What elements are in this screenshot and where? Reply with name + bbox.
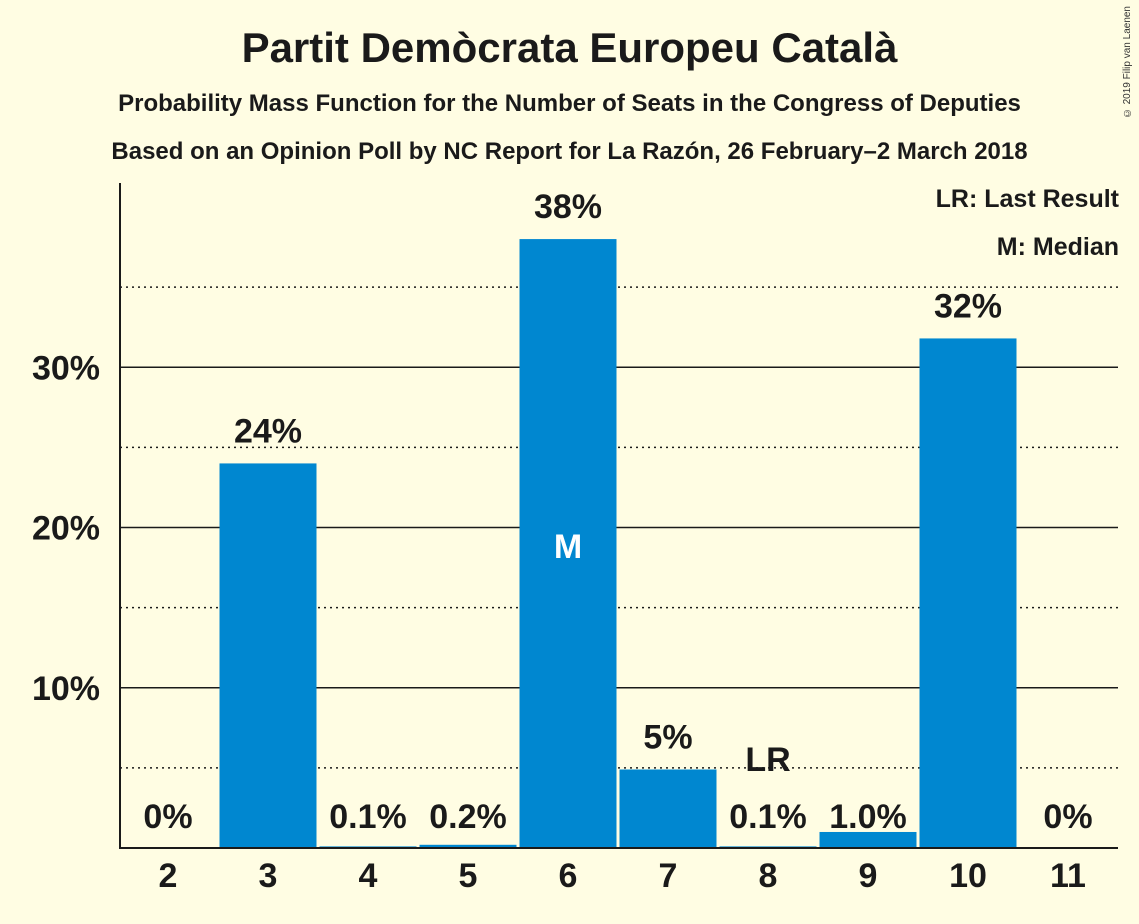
bar-10 <box>919 338 1017 848</box>
median-marker: M <box>554 528 582 566</box>
legend-last-result: LR: Last Result <box>935 185 1119 213</box>
data-label-10: 32% <box>934 287 1002 325</box>
y-tick-label: 10% <box>32 670 100 708</box>
x-tick-label: 9 <box>859 857 878 895</box>
y-tick-label: 20% <box>32 510 100 548</box>
data-label-4: 0.1% <box>329 798 407 836</box>
x-tick-label: 7 <box>659 857 678 895</box>
x-tick-label: 4 <box>359 857 378 895</box>
bar-3 <box>219 463 317 848</box>
bar-5 <box>419 844 517 848</box>
last-result-marker: LR <box>745 741 790 779</box>
bar-6 <box>519 239 617 848</box>
data-label-5: 0.2% <box>429 798 507 836</box>
x-tick-label: 3 <box>259 857 278 895</box>
chart-source: Based on an Opinion Poll by NC Report fo… <box>111 138 1028 165</box>
x-tick-label: 11 <box>1050 857 1086 895</box>
copyright-notice: © 2019 Filip van Laenen <box>1122 6 1133 119</box>
data-label-6: 38% <box>534 188 602 226</box>
data-label-2: 0% <box>143 798 192 836</box>
data-label-11: 0% <box>1043 798 1092 836</box>
legend-median: M: Median <box>996 233 1119 261</box>
data-label-9: 1.0% <box>829 798 907 836</box>
chart-subtitle: Probability Mass Function for the Number… <box>118 90 1021 117</box>
x-tick-label: 6 <box>559 857 578 895</box>
x-tick-label: 5 <box>459 857 478 895</box>
data-label-7: 5% <box>643 718 692 756</box>
x-tick-label: 8 <box>759 857 778 895</box>
x-tick-label: 10 <box>949 857 987 895</box>
x-tick-label: 2 <box>159 857 178 895</box>
bar-9 <box>819 831 917 848</box>
chart-title: Partit Demòcrata Europeu Català <box>241 24 898 71</box>
data-label-3: 24% <box>234 412 302 450</box>
bar-7 <box>619 769 717 848</box>
y-tick-label: 30% <box>32 349 100 387</box>
data-label-8: 0.1% <box>729 798 807 836</box>
